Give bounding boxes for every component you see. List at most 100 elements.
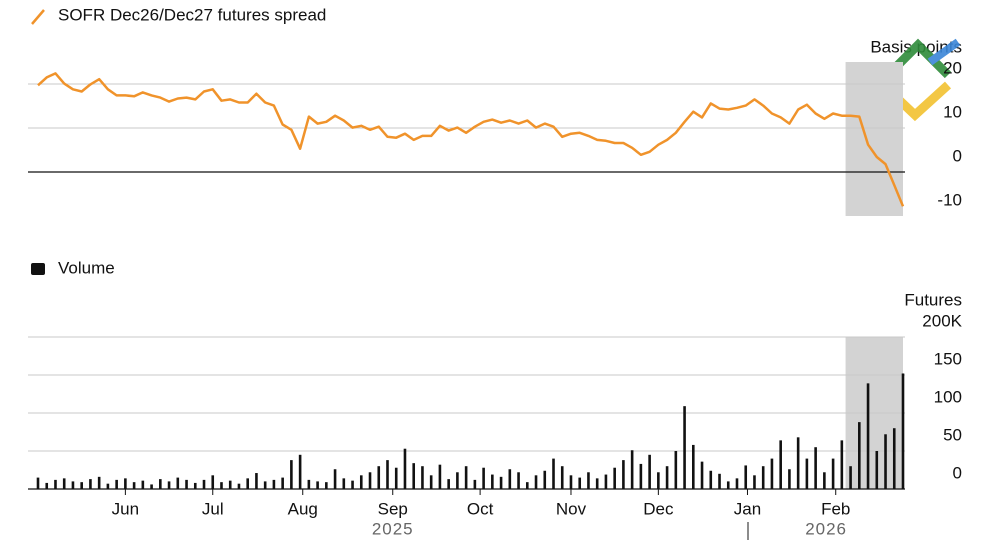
bar bbox=[464, 466, 468, 489]
bar bbox=[359, 475, 363, 489]
legend-line-icon bbox=[31, 9, 45, 25]
bar bbox=[517, 472, 520, 489]
bar bbox=[237, 483, 241, 489]
bar bbox=[744, 465, 748, 489]
bar bbox=[543, 470, 547, 489]
bar bbox=[604, 474, 608, 489]
bar bbox=[255, 473, 258, 489]
bar bbox=[421, 466, 424, 489]
bar bbox=[298, 454, 302, 489]
bar bbox=[438, 464, 442, 489]
bar bbox=[560, 466, 564, 489]
bar bbox=[176, 477, 180, 489]
bar bbox=[840, 440, 844, 489]
bar bbox=[735, 478, 739, 489]
bar bbox=[884, 434, 887, 489]
bar bbox=[569, 475, 573, 489]
bar bbox=[263, 481, 267, 489]
bar bbox=[167, 481, 171, 489]
bar bbox=[525, 482, 529, 489]
bar bbox=[403, 448, 407, 489]
bar bbox=[124, 478, 127, 489]
bar bbox=[587, 472, 590, 489]
bar bbox=[272, 479, 276, 489]
y-axis-label: Futures bbox=[904, 290, 962, 309]
bar bbox=[639, 463, 643, 489]
bar bbox=[901, 373, 905, 489]
bar bbox=[132, 482, 136, 489]
bar bbox=[71, 481, 75, 489]
bar bbox=[552, 458, 555, 489]
y-tick-label: 0 bbox=[953, 146, 962, 165]
y-tick-label: 150 bbox=[934, 349, 962, 368]
y-tick-label: 200K bbox=[922, 311, 962, 330]
y-tick-label: 100 bbox=[934, 387, 962, 406]
bar bbox=[473, 479, 477, 489]
bar bbox=[508, 469, 512, 489]
bar bbox=[805, 458, 809, 489]
bar bbox=[709, 470, 713, 489]
bar bbox=[613, 467, 616, 489]
x-tick-label: Nov bbox=[556, 499, 587, 518]
bar bbox=[429, 475, 433, 489]
bar bbox=[866, 383, 870, 489]
x-tick-label: Dec bbox=[643, 499, 674, 518]
bar bbox=[779, 440, 782, 489]
bar bbox=[150, 484, 153, 489]
bar bbox=[316, 481, 319, 489]
bar bbox=[141, 480, 145, 489]
bar bbox=[665, 466, 669, 489]
bar bbox=[246, 478, 249, 489]
x-tick-label: Feb bbox=[821, 499, 850, 518]
bar bbox=[831, 458, 835, 489]
bar bbox=[683, 406, 686, 489]
year-label: 2026 bbox=[805, 519, 847, 538]
bar bbox=[849, 466, 852, 489]
bar bbox=[578, 477, 582, 489]
legend-label: SOFR Dec26/Dec27 futures spread bbox=[58, 5, 326, 24]
bar bbox=[193, 482, 197, 489]
bar bbox=[595, 478, 599, 489]
legend-square-icon bbox=[31, 263, 45, 275]
bar bbox=[307, 479, 311, 489]
bar bbox=[325, 482, 328, 489]
x-tick-label: Jun bbox=[112, 499, 139, 518]
bar bbox=[700, 461, 704, 489]
bar bbox=[814, 447, 817, 489]
bar bbox=[202, 479, 206, 489]
bar bbox=[753, 475, 756, 489]
bar bbox=[491, 474, 494, 489]
bar bbox=[796, 437, 800, 489]
bar bbox=[726, 481, 730, 489]
bar bbox=[80, 482, 83, 489]
y-tick-label: 0 bbox=[953, 463, 962, 482]
bar bbox=[159, 479, 162, 489]
x-tick-label: Sep bbox=[378, 499, 408, 518]
bar bbox=[499, 476, 503, 489]
bar bbox=[211, 475, 215, 489]
bar bbox=[718, 473, 721, 489]
x-tick-label: Jan bbox=[734, 499, 761, 518]
year-label: 2025 bbox=[372, 519, 414, 538]
x-tick-label: Jul bbox=[202, 499, 224, 518]
bar bbox=[770, 458, 774, 489]
bar bbox=[62, 478, 66, 489]
bar bbox=[386, 460, 389, 489]
x-tick-label: Aug bbox=[288, 499, 318, 518]
legend-label: Volume bbox=[58, 258, 115, 277]
bar bbox=[622, 460, 625, 489]
data-line bbox=[37, 72, 905, 207]
bar bbox=[823, 472, 826, 489]
bar bbox=[106, 483, 110, 489]
bar bbox=[674, 451, 678, 489]
bar bbox=[657, 472, 660, 489]
bar bbox=[456, 472, 459, 489]
bar bbox=[534, 475, 538, 489]
y-tick-label: 50 bbox=[943, 425, 962, 444]
bar bbox=[482, 467, 485, 489]
bar bbox=[630, 450, 634, 489]
bar bbox=[875, 451, 879, 489]
y-tick-label: 10 bbox=[943, 102, 962, 121]
bar bbox=[97, 476, 101, 489]
